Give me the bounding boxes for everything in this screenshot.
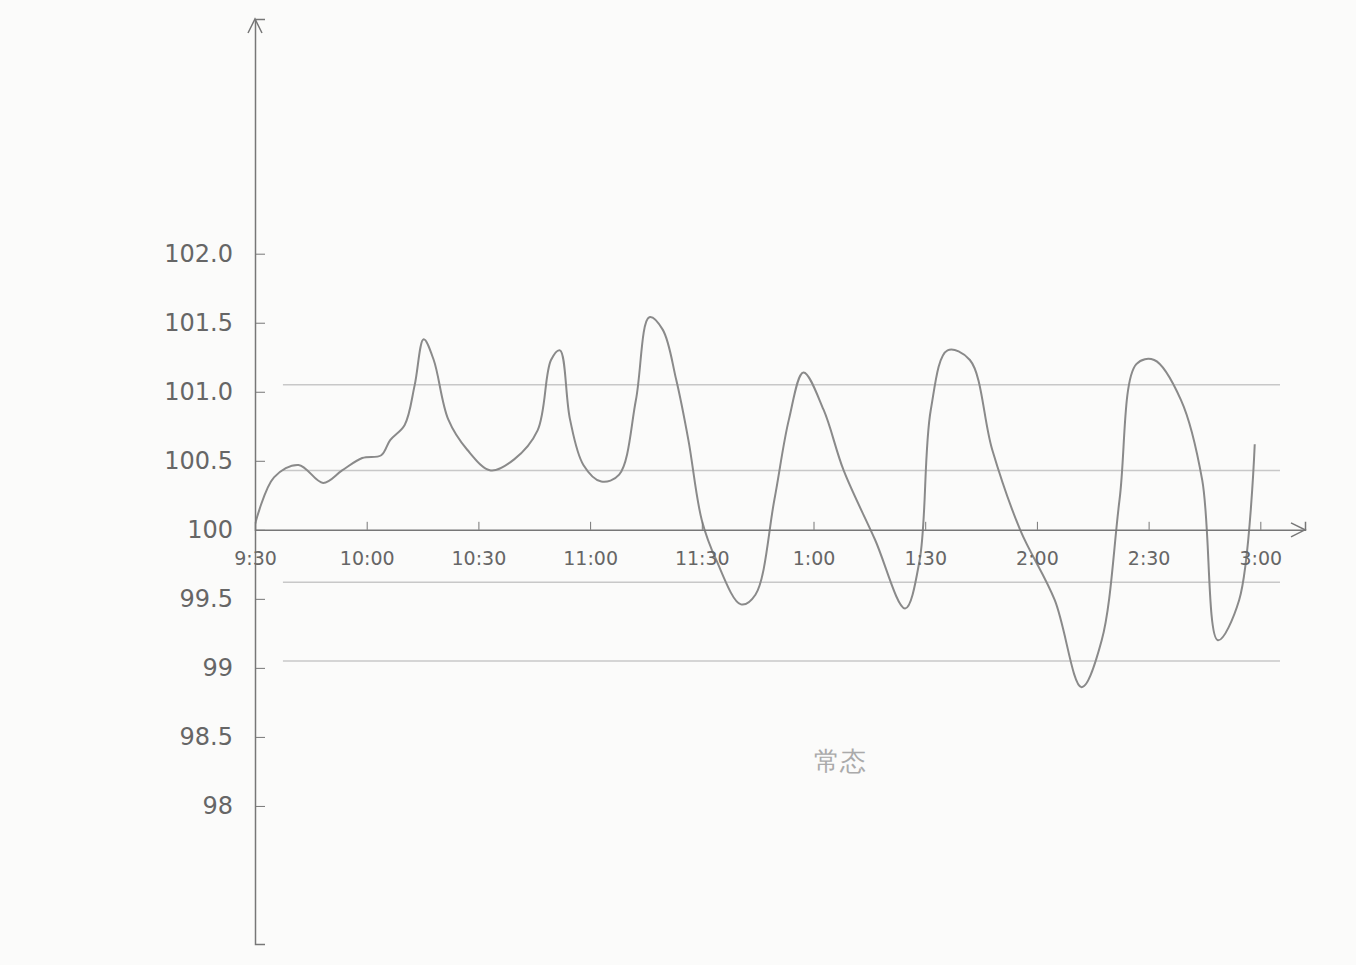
y-tick-label: 102.0 [164,240,233,268]
reference-line [283,660,1280,662]
reference-line [283,470,1280,472]
y-tick: 101.5 [164,309,265,337]
x-axis-arrow [1291,523,1305,537]
x-tick-label: 9:30 [234,547,277,569]
x-tick: 9:30 [234,522,277,569]
x-tick-label: 11:00 [563,547,618,569]
x-tick-mark [702,522,703,530]
x-axis: 9:30 10:00 10:30 11:00 11:30 1:00 1:30 2:00 2:30… [234,522,1305,569]
y-tick: 98 [202,792,265,820]
x-tick: 2:00 [1016,522,1059,569]
y-tick-mark [255,668,265,669]
plot-area [255,317,1280,687]
y-tick-label: 101.5 [164,309,233,337]
x-tick: 3:00 [1239,522,1282,569]
x-tick: 11:30 [675,522,730,569]
y-axis: 98 98.5 99 99.5 100 100.5 101.0 101.5 102.0 [164,20,265,945]
x-tick: 10:00 [340,522,395,569]
x-tick-mark [814,522,815,530]
y-tick-label: 98.5 [180,723,233,751]
y-tick-label: 101.0 [164,378,233,406]
x-tick: 1:30 [904,522,947,569]
x-tick-label: 11:30 [675,547,730,569]
x-tick-label: 2:30 [1128,547,1171,569]
y-tick-label: 99.5 [180,585,233,613]
y-tick-mark [255,806,265,807]
y-tick: 102.0 [164,240,265,268]
y-tick-mark [255,254,265,255]
reference-line [283,384,1280,386]
x-tick-label: 1:00 [793,547,836,569]
y-tick-label: 99 [202,654,233,682]
y-tick-mark [255,323,265,324]
y-tick-mark [255,599,265,600]
y-tick: 98.5 [180,723,265,751]
y-tick-label: 100.5 [164,447,233,475]
chart: 98 98.5 99 99.5 100 100.5 101.0 101.5 102.0 9:30 1… [0,0,1356,965]
x-tick: 1:00 [793,522,836,569]
x-tick-label: 2:00 [1016,547,1059,569]
y-tick: 99 [202,654,265,682]
y-tick-mark [255,392,265,393]
y-tick: 101.0 [164,378,265,406]
y-axis-arrow [248,19,262,33]
x-tick-mark [925,522,926,530]
data-line [255,317,1255,687]
x-tick-label: 1:30 [904,547,947,569]
x-tick-mark [590,522,591,530]
y-tick-label: 100 [187,516,233,544]
x-tick-mark [367,522,368,530]
x-tick-label: 10:30 [452,547,507,569]
annotation: 常态 [814,746,866,776]
x-tick-mark [478,522,479,530]
x-tick: 10:30 [452,522,507,569]
x-tick: 11:00 [563,522,618,569]
x-tick: 2:30 [1128,522,1171,569]
x-tick-mark [1149,522,1150,530]
reference-line [283,582,1280,584]
x-axis-line [256,522,1306,531]
x-tick-mark [1037,522,1038,530]
x-tick-label: 10:00 [340,547,395,569]
y-tick-mark [255,737,265,738]
x-tick-label: 3:00 [1239,547,1282,569]
y-tick-label: 98 [202,792,233,820]
x-tick-mark [1260,522,1261,530]
y-tick-mark [255,461,265,462]
x-tick-mark [255,522,256,530]
y-tick: 100 [187,516,265,544]
y-tick: 99.5 [180,585,265,613]
y-tick: 100.5 [164,447,265,475]
y-axis-line [256,20,266,945]
